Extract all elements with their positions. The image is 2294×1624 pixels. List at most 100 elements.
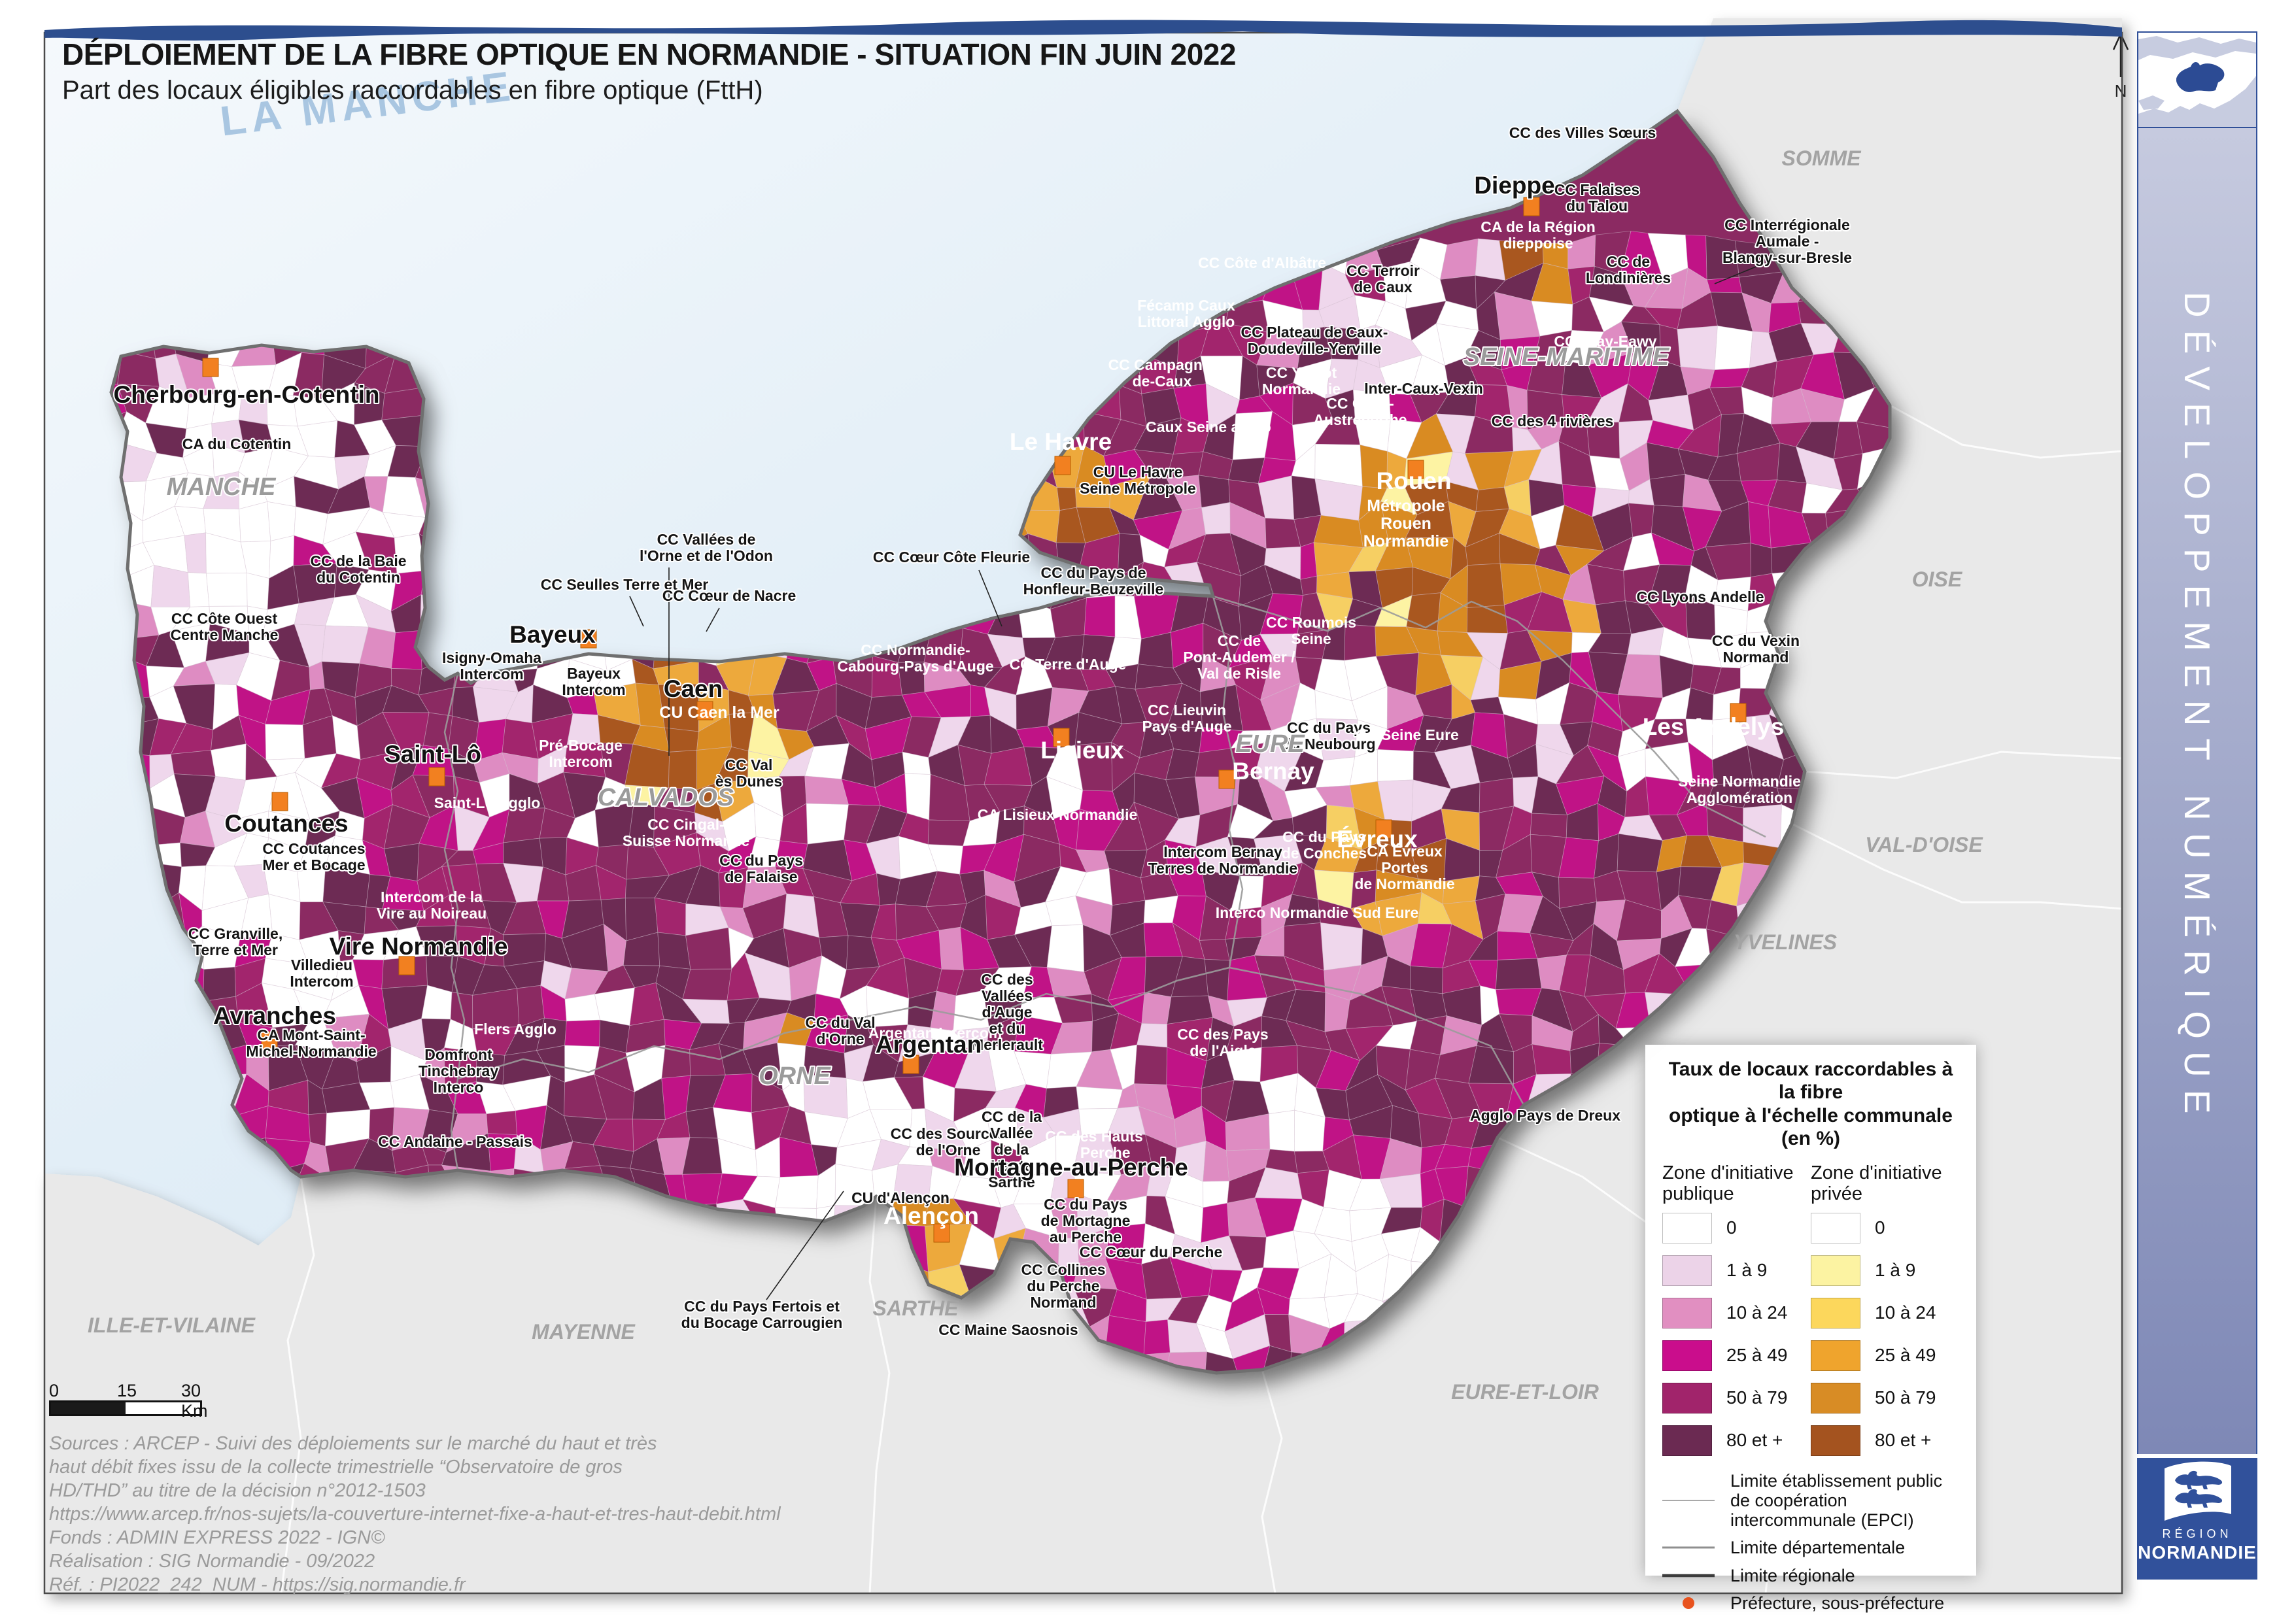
legend-public-column: Zone d'initiative publique 0 1 à 9 10 à 24… (1662, 1162, 1811, 1462)
department-label: ORNE (759, 1062, 831, 1090)
commune-cell (239, 501, 271, 543)
epci-label: CC du Pays du Neubourg (1282, 719, 1375, 753)
commune-cell (1263, 1230, 1300, 1269)
leader-line (706, 607, 720, 632)
prefecture-dot-icon (1683, 1597, 1694, 1609)
legend-class-label: 10 à 24 (1726, 1302, 1788, 1323)
city-label: Rouen (1376, 467, 1451, 494)
normandy-locator-inset (2137, 31, 2257, 128)
epci-label: CA Lisieux Normandie (978, 806, 1138, 823)
legend-class-row: 1 à 9 (1662, 1249, 1811, 1292)
epci-label: CC Cœur du Perche (1080, 1243, 1223, 1260)
commune-cell (150, 565, 191, 607)
commune-cell (308, 1113, 327, 1147)
legend-region-limit: Limite régionale (1662, 1566, 1959, 1585)
commune-cell (1056, 487, 1077, 511)
legend-class-row: 10 à 24 (1662, 1292, 1811, 1334)
epci-label: CC Plateau de Caux-Doudeville-Yerville (1241, 324, 1388, 357)
commune-cell (1320, 922, 1363, 971)
commune-cell (1677, 326, 1718, 371)
legend-class-row: 25 à 49 (1811, 1334, 1959, 1377)
commune-cell (1410, 966, 1443, 994)
prefecture-marker (1523, 197, 1540, 216)
commune-cell (267, 501, 296, 542)
svg-text:N: N (2115, 81, 2127, 101)
label-leader-lines (629, 265, 1760, 1300)
legend-class-label: 80 et + (1726, 1430, 1783, 1451)
epci-label: CC des Pays de l'Aigle (1177, 1026, 1268, 1059)
legend-swatch (1811, 1425, 1860, 1456)
epci-label: CC Terre d'Auge (1010, 656, 1127, 673)
commune-cell (1143, 895, 1178, 924)
epci-label: Fécamp Caux Littoral Agglo (1137, 297, 1235, 330)
commune-cell (184, 532, 207, 574)
prefecture-marker (1053, 728, 1070, 747)
commune-cell (1133, 1044, 1168, 1085)
legend-swatch (1811, 1382, 1860, 1413)
commune-cell (1748, 501, 1772, 549)
source-line: Réalisation : SIG Normandie - 09/2022 (49, 1551, 375, 1572)
department-label: CALVADOS (598, 784, 734, 811)
epci-label: CA du Cotentin (182, 435, 292, 452)
prefecture-marker (1375, 819, 1392, 839)
epci-label: CC Interrégionale Aumale -Blangy-sur-Bres… (1722, 216, 1852, 266)
commune-cell (682, 968, 732, 1001)
legend-class-row: 80 et + (1811, 1419, 1959, 1462)
commune-cell (1743, 804, 1782, 849)
neighbor-department-label: EURE-ET-LOIR (1451, 1380, 1599, 1404)
commune-cell (685, 1107, 719, 1139)
commune-cell (1046, 924, 1085, 973)
commune-cell (203, 966, 237, 1002)
commune-cell (1467, 563, 1505, 609)
outside-dept-borders (280, 404, 2123, 1594)
commune-cell (1201, 501, 1231, 535)
epci-label: CC de la Baie du Cotentin (311, 552, 407, 586)
epci-label: Interco Normandie Sud Eure (1216, 904, 1419, 921)
neighbor-department-label: ILLE-ET-VILAINE (88, 1313, 256, 1337)
epci-label: CC Cœur de Nacre (662, 587, 796, 604)
legend-class-label: 0 (1726, 1217, 1737, 1238)
region-normandie-logo: RÉGION NORMANDIE (2137, 1458, 2257, 1580)
internal-dept-borders (443, 595, 1766, 1171)
commune-cell (170, 750, 216, 777)
commune-cell (247, 572, 269, 610)
epci-label: CC Cœur Côte Fleurie (873, 549, 1030, 566)
commune-cell (1137, 1023, 1168, 1048)
commune-cell (1530, 813, 1567, 838)
logo-region-text: RÉGION (2162, 1527, 2233, 1540)
commune-cell (927, 819, 970, 847)
city-label: Les Andelys (1643, 713, 1785, 740)
legend-class-label: 80 et + (1875, 1430, 1932, 1451)
commune-cell (1750, 543, 1773, 578)
normandy-highlight (2176, 62, 2225, 92)
epci-label: CC du Vexin Normand (1712, 632, 1800, 666)
source-line: Fonds : ADMIN EXPRESS 2022 - IGN© (49, 1527, 385, 1548)
prefecture-marker (261, 1031, 278, 1051)
epci-label: CC Lieuvin Pays d'Auge (1142, 702, 1231, 735)
epci-label: CA Seine Eure (1356, 726, 1459, 743)
city-label: Bayeux (509, 621, 596, 648)
source-line: Sources : ARCEP - Suivi des déploiements… (49, 1433, 657, 1454)
epci-label: CC de la Vallée de la Haute Sarthe (982, 1108, 1042, 1191)
sources-block: Sources : ARCEP - Suivi des déploiements… (49, 1432, 781, 1597)
epci-label: CC du Val d'Orne (805, 1014, 875, 1047)
neighbor-department-label: OISE (1912, 567, 1963, 591)
commune-cell (1470, 696, 1504, 715)
epci-label: CC des Hauts du Perche (1045, 1128, 1143, 1161)
epci-label: CU d'Alençon (851, 1189, 950, 1206)
legend-title: Taux de locaux raccordables à la fibre o… (1668, 1058, 1953, 1150)
epci-label: Caux Seine agglo (1146, 418, 1271, 435)
epci-label: CC Lyons Andelle (1636, 588, 1764, 605)
commune-cell (1649, 473, 1686, 507)
commune-cell (564, 1019, 600, 1047)
logo-normandie-text: NORMANDIE (2138, 1542, 2257, 1563)
commune-cell (265, 724, 305, 760)
epci-label: Pré-Bocage Intercom (539, 737, 623, 770)
legend-class-label: 1 à 9 (1875, 1260, 1916, 1281)
epci-label: Flers Agglo (474, 1021, 556, 1038)
city-label: Bernay (1232, 758, 1314, 785)
north-arrow-icon: N (2112, 33, 2129, 101)
commune-cell (503, 837, 543, 868)
commune-cell (205, 572, 248, 607)
